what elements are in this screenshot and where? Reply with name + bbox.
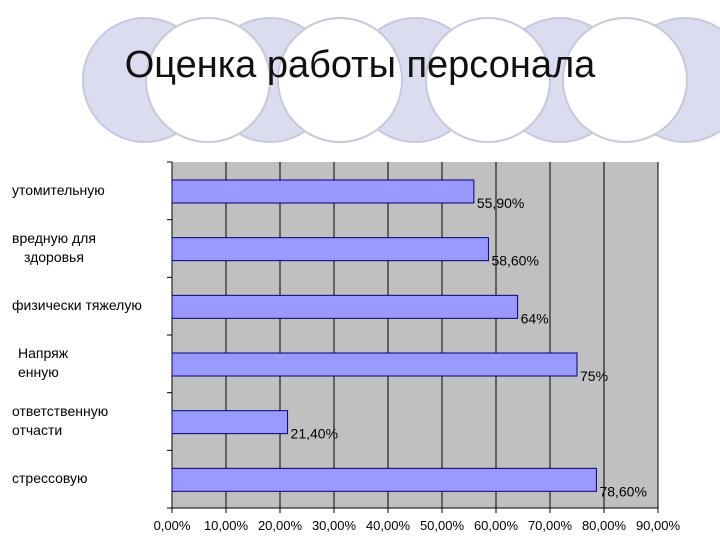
x-tick-label: 70,00% (528, 518, 573, 533)
data-label: 78,60% (599, 483, 646, 499)
x-tick-label: 40,00% (366, 518, 411, 533)
data-label: 75% (580, 368, 608, 384)
category-label-line: вредную для (12, 229, 96, 246)
x-tick-label: 20,00% (258, 518, 303, 533)
x-tick-label: 10,00% (204, 518, 249, 533)
data-label: 21,40% (291, 426, 338, 442)
decor-circle (145, 17, 271, 143)
category-label-line: енную (18, 364, 59, 380)
bar (171, 179, 475, 204)
plot-area (172, 162, 658, 508)
category-label-line: Напряж (18, 345, 69, 361)
slide-title: Оценка работы персонала (124, 44, 596, 86)
x-tick-label: 0,00% (154, 518, 191, 533)
category-label: стрессовую (12, 469, 88, 488)
category-label: вредную для здоровья (12, 229, 96, 267)
bar (171, 237, 489, 262)
x-tick-label: 30,00% (312, 518, 357, 533)
data-label: 55,90% (477, 195, 524, 211)
data-label: 64% (521, 310, 549, 326)
category-label-line: отчасти (12, 421, 63, 438)
category-label-line: ответственную (12, 402, 109, 419)
category-label-line: здоровья (23, 248, 84, 265)
category-label-line: физически тяжелую (12, 296, 142, 313)
category-label-line: стрессовую (12, 469, 88, 486)
category-label-line: утомительную (12, 181, 105, 198)
bar (171, 467, 597, 492)
category-label: утомительную (12, 181, 105, 200)
category-label: ответственную отчасти (12, 402, 108, 440)
x-tick-label: 80,00% (582, 518, 627, 533)
decor-circle (277, 17, 403, 143)
bar (171, 410, 289, 435)
x-tick-label: 60,00% (474, 518, 519, 533)
category-label: Напряж енную (18, 344, 68, 382)
decor-circle (562, 17, 688, 143)
bar (171, 352, 578, 377)
x-tick-label: 90,00% (636, 518, 681, 533)
x-tick-label: 50,00% (420, 518, 465, 533)
data-label: 58,60% (491, 253, 538, 269)
category-label: физически тяжелую (12, 296, 142, 315)
bar (171, 294, 519, 319)
decor-circle (425, 17, 551, 143)
